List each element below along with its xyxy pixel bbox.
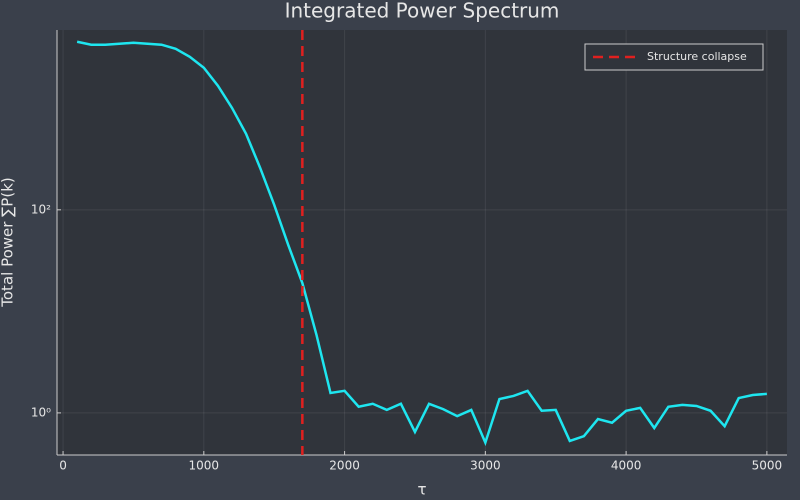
- y-tick-label: 10²: [31, 202, 51, 216]
- x-tick-label: 5000: [752, 459, 783, 473]
- x-tick-label: 3000: [470, 459, 501, 473]
- chart-title: Integrated Power Spectrum: [285, 0, 560, 23]
- plot-area: [57, 30, 787, 455]
- legend-label: Structure collapse: [647, 50, 747, 63]
- x-tick-label: 2000: [329, 459, 360, 473]
- x-tick-label: 0: [59, 459, 67, 473]
- y-tick-label: 10⁰: [31, 405, 51, 419]
- x-tick-label: 4000: [611, 459, 642, 473]
- x-tick-label: 1000: [189, 459, 220, 473]
- data-line: [76, 40, 767, 447]
- y-axis-label: Total Power ∑P(k): [0, 177, 17, 307]
- x-axis-label: τ: [417, 481, 426, 499]
